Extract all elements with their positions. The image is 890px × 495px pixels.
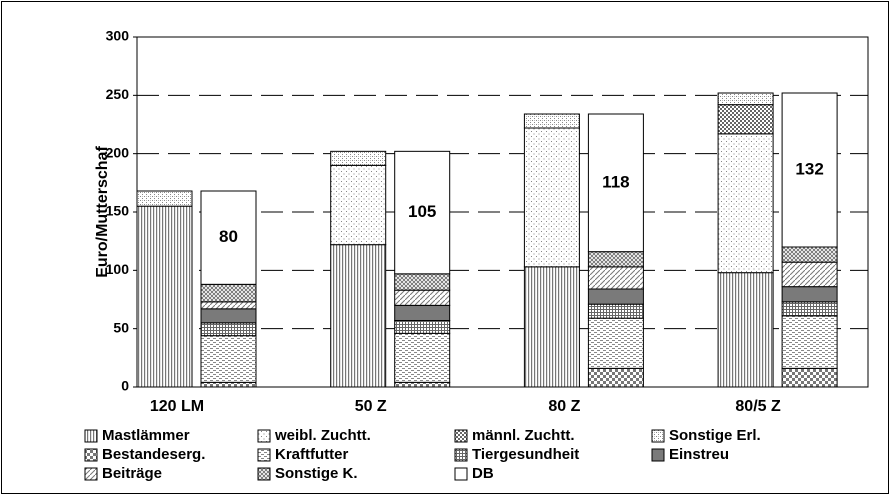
y-tick-label: 50 — [113, 319, 129, 335]
x-tick-label: 50 Z — [355, 398, 387, 415]
bar-segment — [587, 113, 644, 253]
bar-segment — [200, 301, 257, 310]
bar-segment — [717, 92, 774, 106]
legend-swatch — [257, 448, 271, 462]
bar-segment — [523, 266, 580, 388]
data-label: 132 — [795, 159, 823, 178]
legend-label: Mastlämmer — [102, 427, 190, 444]
legend-swatch — [84, 429, 98, 443]
bar-segment — [587, 317, 644, 369]
data-label: 80 — [219, 227, 238, 246]
legend-label: Kraftfutter — [275, 446, 348, 463]
bar-segment — [587, 288, 644, 305]
bar-segment — [717, 272, 774, 388]
data-label: 118 — [602, 172, 629, 191]
bar-segment — [394, 332, 451, 383]
bar-segment — [200, 335, 257, 383]
legend-swatch — [257, 467, 271, 481]
legend-label: männl. Zuchtt. — [472, 427, 575, 444]
bar-segment — [781, 315, 838, 369]
y-tick-label: 200 — [106, 144, 130, 160]
bar-segment — [330, 244, 387, 388]
legend-swatch — [651, 429, 665, 443]
bar-segment — [587, 367, 644, 388]
legend-label: Sonstige K. — [275, 465, 358, 482]
legend-label: Einstreu — [669, 446, 729, 463]
bar-segment — [781, 286, 838, 303]
bar-segment — [781, 261, 838, 288]
bar-segment — [587, 251, 644, 268]
bar-segment — [330, 150, 387, 166]
bar-segment — [781, 246, 838, 263]
y-tick-label: 250 — [106, 86, 130, 102]
legend-swatch — [454, 429, 468, 443]
y-axis-label: Euro/Mutterschaf — [94, 146, 111, 278]
y-tick-label: 0 — [121, 378, 129, 394]
legend-label: Beiträge — [102, 465, 162, 482]
bar-segment — [781, 367, 838, 388]
legend-label: Tiergesundheit — [472, 446, 579, 463]
legend-swatch — [84, 467, 98, 481]
bar-segment — [394, 289, 451, 306]
bar-segment — [394, 273, 451, 291]
legend-label: Sonstige Erl. — [669, 427, 761, 444]
bar-segment — [394, 304, 451, 322]
y-tick-label: 150 — [106, 203, 130, 219]
bar-segment — [200, 190, 257, 285]
bar-segment — [781, 92, 838, 248]
bar-segment — [587, 266, 644, 290]
bar-segment — [394, 150, 451, 275]
bar-segment — [330, 164, 387, 246]
legend-swatch — [651, 448, 665, 462]
y-tick-label: 300 — [106, 28, 130, 44]
legend-swatch — [454, 448, 468, 462]
bar-segment — [200, 308, 257, 324]
bar-segment — [587, 303, 644, 319]
x-tick-label: 80/5 Z — [735, 398, 781, 415]
legend-label: DB — [472, 465, 494, 482]
legend-swatch — [454, 467, 468, 481]
y-tick-label: 100 — [106, 261, 130, 277]
bar-segment — [717, 133, 774, 274]
bar-segment — [717, 104, 774, 135]
bar-segment — [394, 381, 451, 388]
x-tick-label: 80 Z — [548, 398, 580, 415]
bar-segment — [781, 301, 838, 317]
bar-segment — [523, 127, 580, 268]
legend-label: Bestandeserg. — [102, 446, 205, 463]
legend-swatch — [257, 429, 271, 443]
x-tick-label: 120 LM — [150, 398, 204, 415]
data-label: 105 — [408, 202, 436, 221]
bar-segment — [523, 113, 580, 129]
bar-segment — [394, 320, 451, 334]
legend-label: weibl. Zuchtt. — [274, 427, 371, 444]
legend-swatch — [84, 448, 98, 462]
bar-segment — [200, 322, 257, 337]
bar-segment — [200, 283, 257, 303]
bar-segment — [200, 381, 257, 388]
bar-segment — [136, 205, 193, 388]
bar-segment — [136, 190, 193, 207]
